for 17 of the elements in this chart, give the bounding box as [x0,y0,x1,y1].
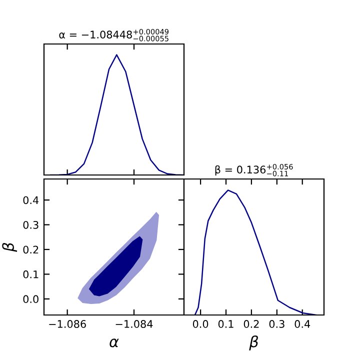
x-axis-title: α [110,338,119,348]
x-tick-label: 0.1 [218,320,234,328]
y-tick-label: 0.4 [23,196,39,204]
y-tick-label: 0.1 [23,270,38,278]
chart-title: α = −1.08448$^{+0.00049}$$_{−0.00055}$ [59,28,169,42]
y-axis-title: β [2,243,18,252]
y-tick-label: 0.0 [23,295,38,304]
x-tick-label: −1.086 [49,320,86,328]
x-tick-label: 0.0 [192,320,208,328]
chart-title: β = 0.136$^{+0.056}$$_{−0.11}$ [215,164,293,176]
x-tick-label: 0.3 [269,320,284,328]
y-tick-label: 0.2 [23,246,38,254]
x-tick-label: 0.4 [294,320,310,328]
x-axis-title: β [249,336,258,350]
x-tick-label: 0.2 [244,320,259,328]
y-tick-label: 0.3 [23,220,38,229]
x-tick-label: −1.084 [116,320,153,328]
